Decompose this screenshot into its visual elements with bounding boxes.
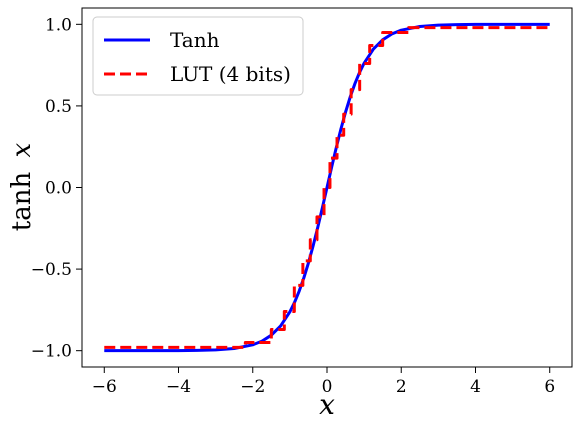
x-tick-label: 0 xyxy=(322,377,333,397)
y-tick-label: 1.0 xyxy=(45,15,72,35)
x-tick-label: −6 xyxy=(92,377,117,397)
series-line-tanh xyxy=(104,22,550,353)
y-tick-label: 0.5 xyxy=(45,97,72,117)
legend-label-tanh: Tanh xyxy=(170,28,220,52)
x-tick-label: −2 xyxy=(240,377,265,397)
y-tick-label: 0.0 xyxy=(45,179,72,199)
ticks: −6 −4 −2 0 2 4 6 −1.0 −0.5 0.0 0.5 1.0 xyxy=(31,15,555,397)
svg-text:tanh x: tanh x xyxy=(7,142,37,231)
legend-label-lut: LUT (4 bits) xyxy=(170,62,291,86)
x-tick-label: 2 xyxy=(396,377,407,397)
y-axis-label-main: tanh xyxy=(7,172,37,232)
x-tick-label: 4 xyxy=(470,377,481,397)
series-layer xyxy=(104,22,550,353)
x-tick-label: −4 xyxy=(166,377,191,397)
x-axis-label: x xyxy=(319,388,335,421)
y-tick-label: −1.0 xyxy=(31,342,72,362)
y-axis-label: tanh x xyxy=(7,142,37,231)
y-axis-label-var: x xyxy=(7,142,37,157)
x-tick-label: 6 xyxy=(544,377,555,397)
legend: Tanh LUT (4 bits) xyxy=(92,16,304,96)
y-tick-label: −0.5 xyxy=(31,260,72,280)
x-axis-label-text: x xyxy=(319,388,335,421)
